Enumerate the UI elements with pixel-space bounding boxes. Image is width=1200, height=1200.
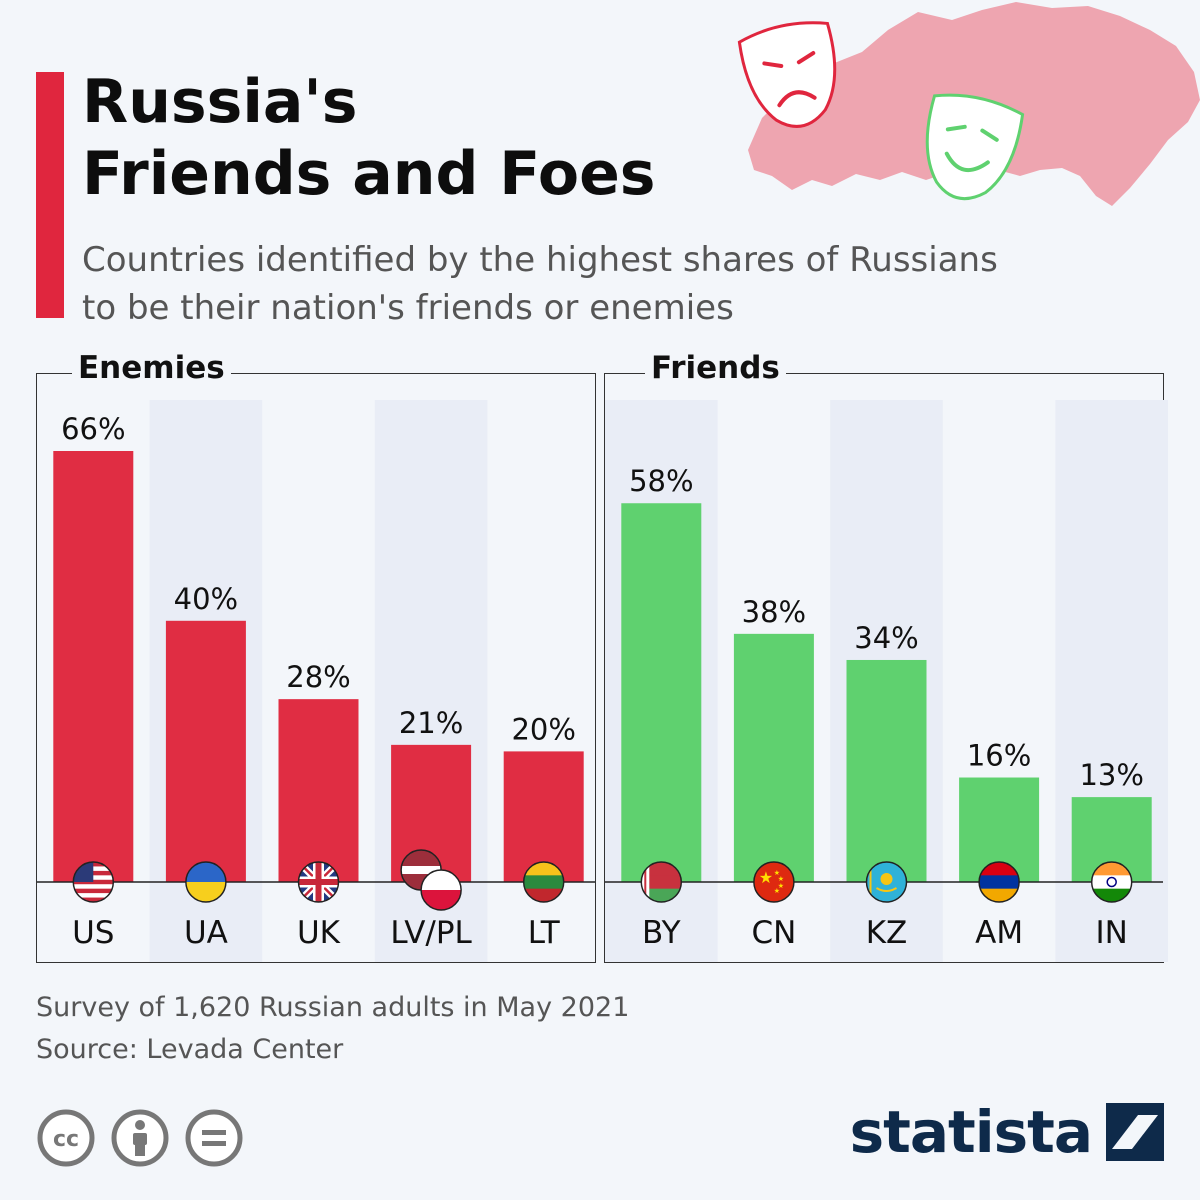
bar: [733, 633, 814, 882]
data-label: 28%: [286, 660, 350, 694]
category-label: IN: [1096, 915, 1128, 951]
data-label: 21%: [399, 706, 463, 740]
survey-note: Survey of 1,620 Russian adults in May 20…: [36, 992, 630, 1023]
category-label: KZ: [866, 915, 908, 951]
source-note: Source: Levada Center: [36, 1034, 344, 1065]
russia-map-illustration: [737, 2, 1200, 206]
subtitle: Countries identified by the highest shar…: [82, 236, 1082, 332]
ua-flag-icon: [185, 861, 227, 903]
bar: [846, 659, 927, 882]
svg-text:★: ★: [759, 868, 773, 887]
category-label: UK: [297, 915, 341, 951]
category-label: US: [72, 915, 114, 951]
license-icons: cc: [36, 1108, 244, 1168]
by-flag-icon: [640, 861, 683, 903]
data-label: 16%: [967, 739, 1031, 773]
category-label: LV/PL: [390, 915, 472, 951]
subtitle-line-1: Countries identified by the highest shar…: [82, 240, 998, 280]
cn-flag-icon: ★ ★★★★: [753, 861, 795, 903]
title-line-2: Friends and Foes: [82, 139, 656, 209]
page-title: Russia's Friends and Foes: [82, 66, 722, 210]
brand-name: statista: [849, 1098, 1093, 1166]
bar: [53, 451, 134, 882]
data-label: 13%: [1079, 758, 1143, 792]
brand-logo: statista: [850, 1098, 1164, 1166]
data-label: 58%: [629, 464, 693, 498]
svg-text:cc: cc: [53, 1127, 79, 1152]
cc-icon: cc: [37, 1109, 95, 1167]
category-label: LT: [528, 915, 561, 951]
uk-flag-icon: [297, 861, 340, 903]
title-line-1: Russia's: [82, 67, 358, 137]
category-label: UA: [184, 915, 228, 951]
bar: [503, 751, 584, 882]
data-label: 20%: [511, 712, 575, 746]
svg-text:★: ★: [778, 882, 784, 890]
category-label: BY: [642, 915, 681, 951]
friends-panel-label: Friends: [645, 348, 786, 388]
data-label: 66%: [61, 412, 125, 446]
no-derivatives-icon: [185, 1109, 243, 1167]
bar: [165, 620, 246, 882]
us-flag-icon: [72, 861, 115, 903]
in-flag-icon: [1090, 861, 1133, 903]
category-label: AM: [975, 915, 1023, 951]
bar: [278, 699, 359, 882]
svg-text:★: ★: [774, 887, 780, 895]
category-label: CN: [751, 915, 796, 951]
enemies-panel-label: Enemies: [72, 348, 231, 388]
lt-flag-icon: [522, 861, 565, 903]
attribution-icon: [111, 1109, 169, 1167]
svg-text:★: ★: [778, 875, 784, 883]
data-label: 40%: [174, 582, 238, 616]
happy-mask-icon: [925, 93, 1025, 201]
subtitle-line-2: to be their nation's friends or enemies: [82, 288, 734, 328]
accent-bar: [36, 72, 64, 318]
bar: [621, 503, 702, 882]
statista-logo-icon: [1106, 1103, 1164, 1161]
lv-pl-flag-icon: [400, 849, 462, 911]
sad-mask-icon: [737, 21, 837, 128]
kz-flag-icon: [865, 861, 908, 903]
svg-text:★: ★: [774, 869, 780, 877]
data-label: 38%: [742, 595, 806, 629]
am-flag-icon: [978, 861, 1020, 903]
data-label: 34%: [854, 621, 918, 655]
enemies-panel: [36, 373, 596, 963]
